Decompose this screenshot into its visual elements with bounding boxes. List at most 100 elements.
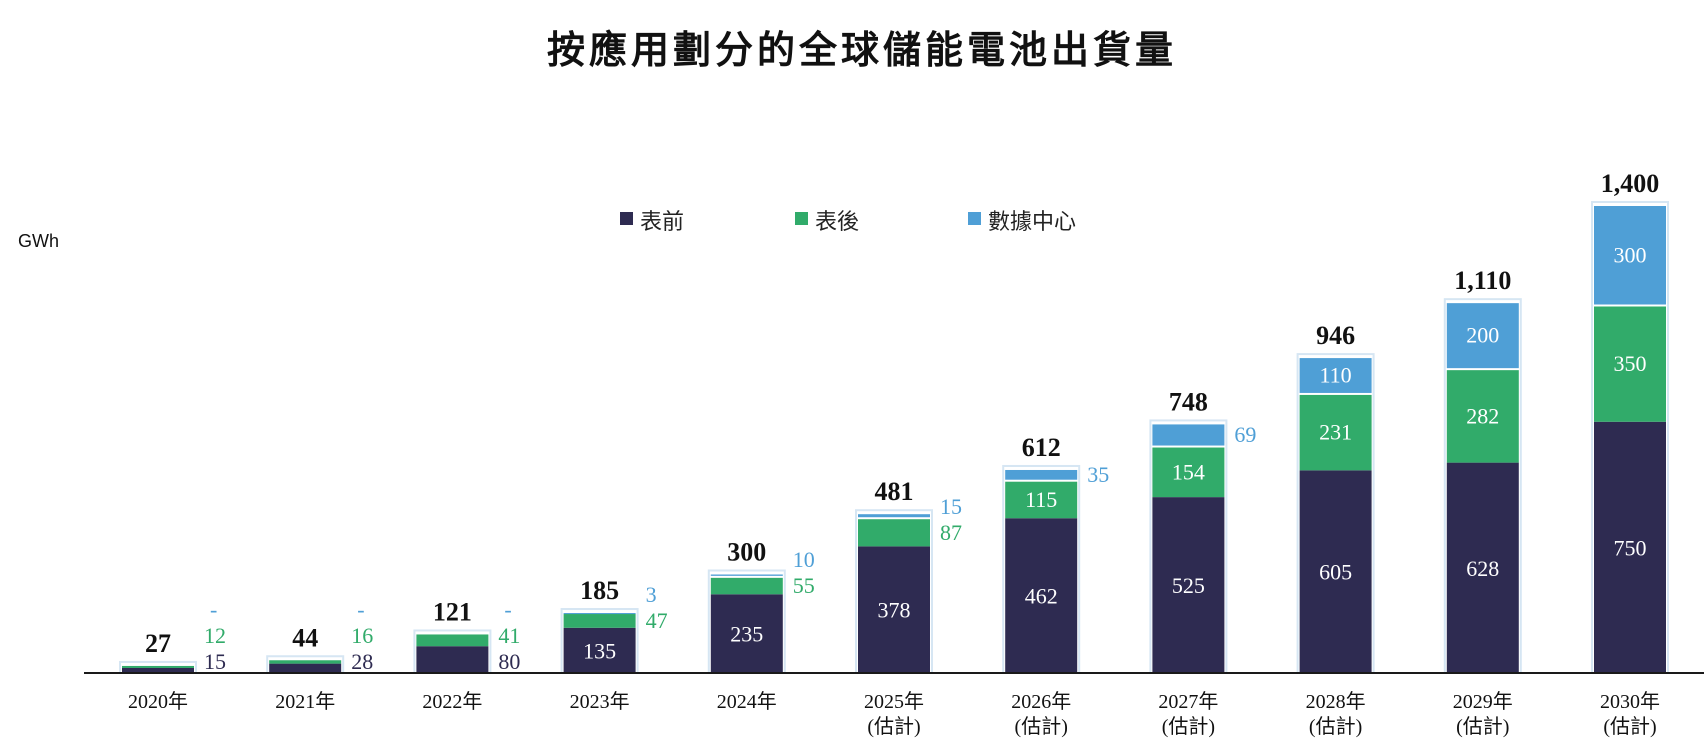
x-tick-label: 2030年 bbox=[1600, 690, 1660, 713]
bar-segment-表前 bbox=[1299, 470, 1372, 673]
data-label: 35 bbox=[1087, 462, 1109, 487]
x-tick-sublabel: (估計) bbox=[1456, 715, 1509, 738]
bar-segment-表前 bbox=[710, 594, 783, 673]
x-tick-label: 2029年 bbox=[1453, 690, 1513, 713]
bar-segment-表後 bbox=[1152, 447, 1225, 498]
data-label: 3 bbox=[646, 582, 657, 607]
x-tick-label: 2025年 bbox=[864, 690, 924, 713]
data-label: 80 bbox=[498, 649, 520, 674]
x-tick-label: 2020年 bbox=[128, 690, 188, 713]
data-label: 462 bbox=[1025, 584, 1058, 609]
bars-group: 1512-272816-448041-121135473185235551030… bbox=[119, 169, 1669, 675]
total-label: 121 bbox=[433, 597, 472, 626]
legend-label-3: 數據中心 bbox=[988, 210, 1076, 235]
total-label: 300 bbox=[727, 538, 766, 567]
data-label: 15 bbox=[204, 649, 226, 674]
x-tick-label: 2026年 bbox=[1011, 690, 1071, 713]
x-tick-sublabel: (估計) bbox=[1162, 715, 1215, 738]
bar-segment-表後 bbox=[858, 519, 930, 547]
bar-segment-表後 bbox=[1594, 306, 1666, 422]
y-unit-label: GWh bbox=[18, 231, 59, 251]
x-tick-label: 2021年 bbox=[275, 690, 335, 713]
bar-segment-表前 bbox=[1152, 497, 1225, 673]
x-tick-label: 2028年 bbox=[1306, 690, 1366, 713]
data-label: 110 bbox=[1320, 363, 1352, 388]
data-label: 16 bbox=[351, 623, 373, 648]
data-label: 154 bbox=[1172, 459, 1205, 484]
total-label: 748 bbox=[1169, 387, 1208, 416]
x-tick-label: 2027年 bbox=[1158, 690, 1218, 713]
x-tick-label: 2022年 bbox=[422, 690, 482, 713]
bar-segment-數據中心 bbox=[1152, 424, 1225, 446]
bar-segment-表前 bbox=[269, 663, 342, 673]
x-axis-ticks: 2020年 2021年 2022年 2023年 2024年 2025年(估計)2026年(… bbox=[128, 690, 1660, 738]
bar-segment-表後 bbox=[122, 665, 194, 668]
legend-swatch-1 bbox=[620, 212, 633, 225]
x-tick-sublabel: (估計) bbox=[1309, 715, 1362, 738]
bar-segment-表後 bbox=[416, 634, 489, 647]
data-label: 605 bbox=[1319, 560, 1352, 585]
bar-segment-表前 bbox=[1446, 462, 1519, 673]
data-label: 87 bbox=[940, 520, 962, 545]
x-tick-sublabel: (估計) bbox=[1015, 715, 1068, 738]
total-label: 481 bbox=[875, 477, 914, 506]
data-label: 15 bbox=[940, 494, 962, 519]
bar-segment-表後 bbox=[1446, 370, 1519, 463]
data-label: 12 bbox=[204, 623, 226, 648]
bar-segment-數據中心 bbox=[1594, 206, 1666, 305]
bar-segment-表後 bbox=[563, 614, 636, 628]
data-label: 628 bbox=[1466, 556, 1499, 581]
bar-segment-表前 bbox=[858, 546, 930, 673]
bar-segment-表前 bbox=[122, 667, 194, 673]
bar-segment-表後 bbox=[1299, 394, 1372, 471]
x-tick-label: 2023年 bbox=[570, 690, 630, 713]
data-label: 41 bbox=[498, 623, 520, 648]
bar-segment-數據中心 bbox=[710, 574, 783, 576]
data-label: 378 bbox=[878, 598, 911, 623]
bar-segment-表前 bbox=[1594, 421, 1666, 673]
data-label: 115 bbox=[1025, 487, 1057, 512]
x-tick-label: 2024年 bbox=[717, 690, 777, 713]
legend-label-1: 表前 bbox=[640, 210, 684, 235]
total-label: 44 bbox=[292, 623, 318, 652]
total-label: 1,110 bbox=[1454, 266, 1511, 295]
data-label: 28 bbox=[351, 649, 373, 674]
data-label: 282 bbox=[1466, 403, 1499, 428]
legend-swatch-2 bbox=[795, 212, 808, 225]
legend-swatch-3 bbox=[968, 212, 981, 225]
chart-title: 按應用劃分的全球儲能電池出貨量 bbox=[547, 28, 1177, 72]
bar-segment-表前 bbox=[416, 646, 489, 673]
data-label: 55 bbox=[793, 573, 815, 598]
data-label: - bbox=[357, 597, 364, 622]
data-label: 750 bbox=[1614, 535, 1647, 560]
bar-segment-表後 bbox=[710, 577, 783, 595]
bar-segment-表後 bbox=[1005, 481, 1078, 519]
data-label: 200 bbox=[1466, 323, 1499, 348]
bar-segment-數據中心 bbox=[1446, 303, 1519, 369]
bar-segment-表前 bbox=[1005, 518, 1078, 673]
data-label: 135 bbox=[583, 638, 616, 663]
total-label: 185 bbox=[580, 576, 619, 605]
data-label: 10 bbox=[793, 547, 815, 572]
data-label: 525 bbox=[1172, 573, 1205, 598]
data-label: 350 bbox=[1614, 351, 1647, 376]
total-label: 27 bbox=[145, 629, 171, 658]
bar-segment-表前 bbox=[563, 627, 636, 673]
x-tick-sublabel: (估計) bbox=[1603, 715, 1656, 738]
total-label: 1,400 bbox=[1601, 169, 1660, 198]
bar-segment-數據中心 bbox=[1299, 358, 1372, 393]
data-label: - bbox=[210, 597, 217, 622]
bar-segment-數據中心 bbox=[563, 613, 636, 615]
bar-segment-表後 bbox=[269, 660, 342, 664]
data-label: 47 bbox=[646, 608, 668, 633]
data-label: - bbox=[504, 597, 511, 622]
legend-label-2: 表後 bbox=[815, 210, 859, 235]
data-label: 235 bbox=[730, 622, 763, 647]
data-label: 231 bbox=[1319, 420, 1352, 445]
data-label: 69 bbox=[1234, 422, 1256, 447]
bar-segment-數據中心 bbox=[1005, 469, 1078, 480]
legend: 表前 表後 數據中心 bbox=[620, 210, 1076, 235]
total-label: 946 bbox=[1316, 321, 1355, 350]
